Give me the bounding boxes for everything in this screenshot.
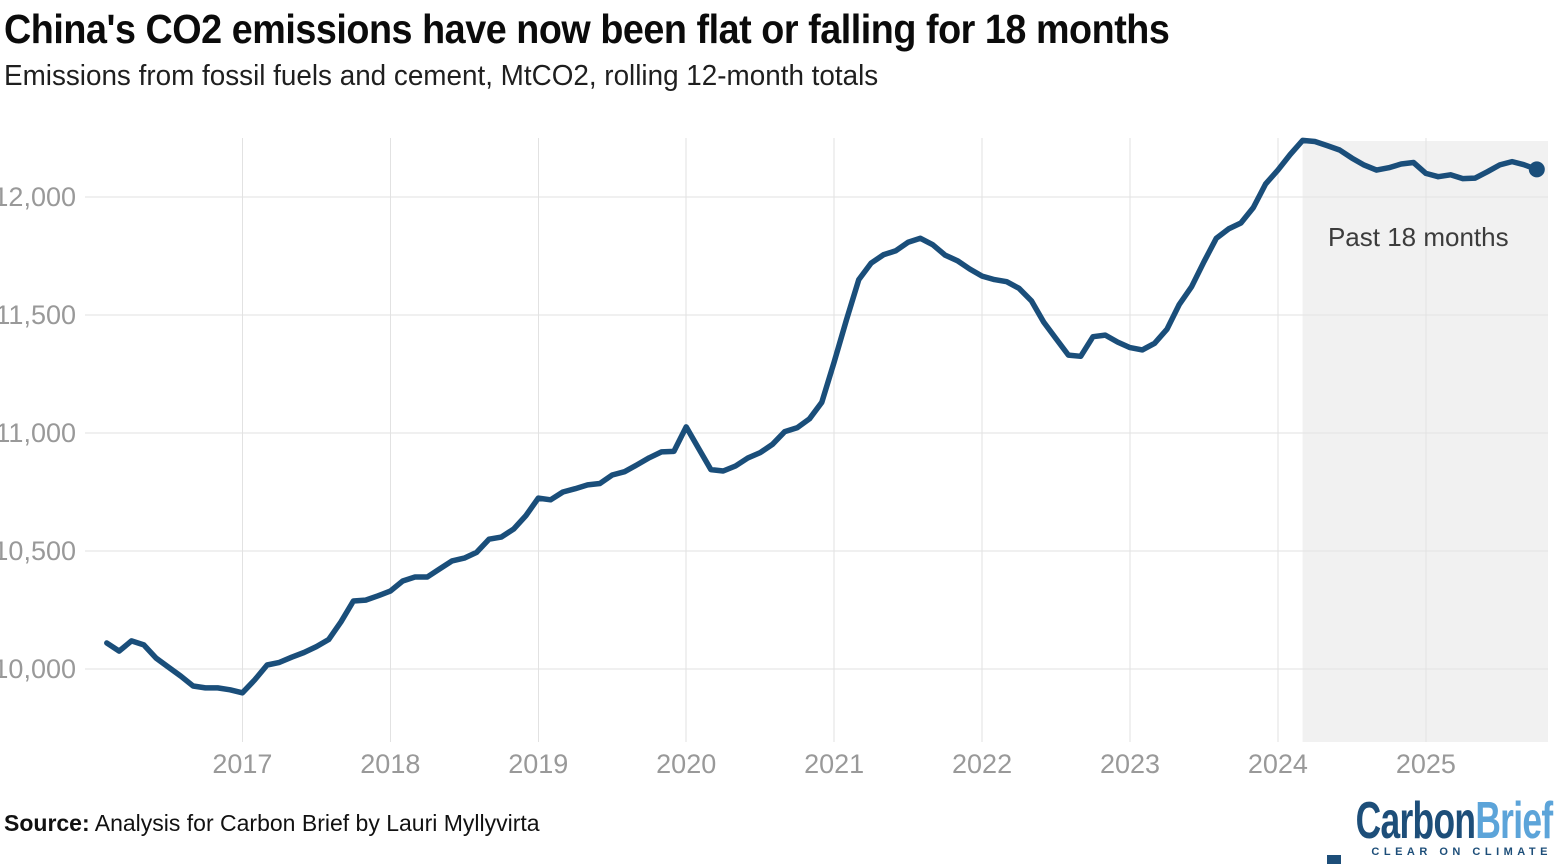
y-tick-label-11000: 11,000	[0, 418, 76, 448]
page-title: China's CO2 emissions have now been flat…	[4, 6, 1271, 53]
chart-svg: 12,000 11,500 11,000 10,500 10,000 2017 2018 20…	[0, 137, 1548, 779]
y-tick-label-11500: 11,500	[0, 300, 76, 330]
x-tick-label-2018: 2018	[360, 749, 420, 779]
x-tick-label-2025: 2025	[1396, 749, 1456, 779]
logo-square-icon	[1327, 855, 1341, 864]
highlight-region-label: Past 18 months	[1328, 222, 1509, 252]
line-chart: 12,000 11,500 11,000 10,500 10,000 2017 2018 20…	[0, 120, 1560, 790]
page-title-text: China's CO2 emissions have now been flat…	[4, 6, 1170, 52]
x-tick-label-2023: 2023	[1100, 749, 1160, 779]
x-tick-label-2017: 2017	[212, 749, 272, 779]
logo-word-brief: Brief	[1474, 792, 1553, 850]
y-tick-label-10000: 10,000	[0, 654, 76, 684]
last-data-point-marker	[1528, 161, 1545, 178]
source-prefix: Source:	[4, 810, 90, 836]
y-tick-label-10500: 10,500	[0, 536, 76, 566]
page-subtitle: Emissions from fossil fuels and cement, …	[4, 60, 915, 93]
logo-tagline: CLEAR ON CLIMATE	[1371, 846, 1552, 858]
highlight-region-past-18-months	[1302, 141, 1548, 742]
x-tick-label-2021: 2021	[804, 749, 864, 779]
carbonbrief-logo-text: CarbonBrief	[1355, 795, 1553, 847]
source-text: Analysis for Carbon Brief by Lauri Mylly…	[89, 810, 540, 836]
source-note: Source: Analysis for Carbon Brief by Lau…	[4, 810, 540, 837]
page-subtitle-text: Emissions from fossil fuels and cement, …	[4, 60, 879, 92]
logo-word-carbon: Carbon	[1355, 792, 1475, 850]
x-tick-label-2022: 2022	[952, 749, 1012, 779]
x-tick-label-2019: 2019	[508, 749, 568, 779]
y-tick-label-12000: 12,000	[0, 182, 76, 212]
x-tick-label-2024: 2024	[1248, 749, 1308, 779]
carbonbrief-logo: CarbonBrief CLEAR ON CLIMATE	[1263, 795, 1553, 858]
emissions-line-series	[104, 137, 1540, 696]
x-tick-label-2020: 2020	[656, 749, 716, 779]
